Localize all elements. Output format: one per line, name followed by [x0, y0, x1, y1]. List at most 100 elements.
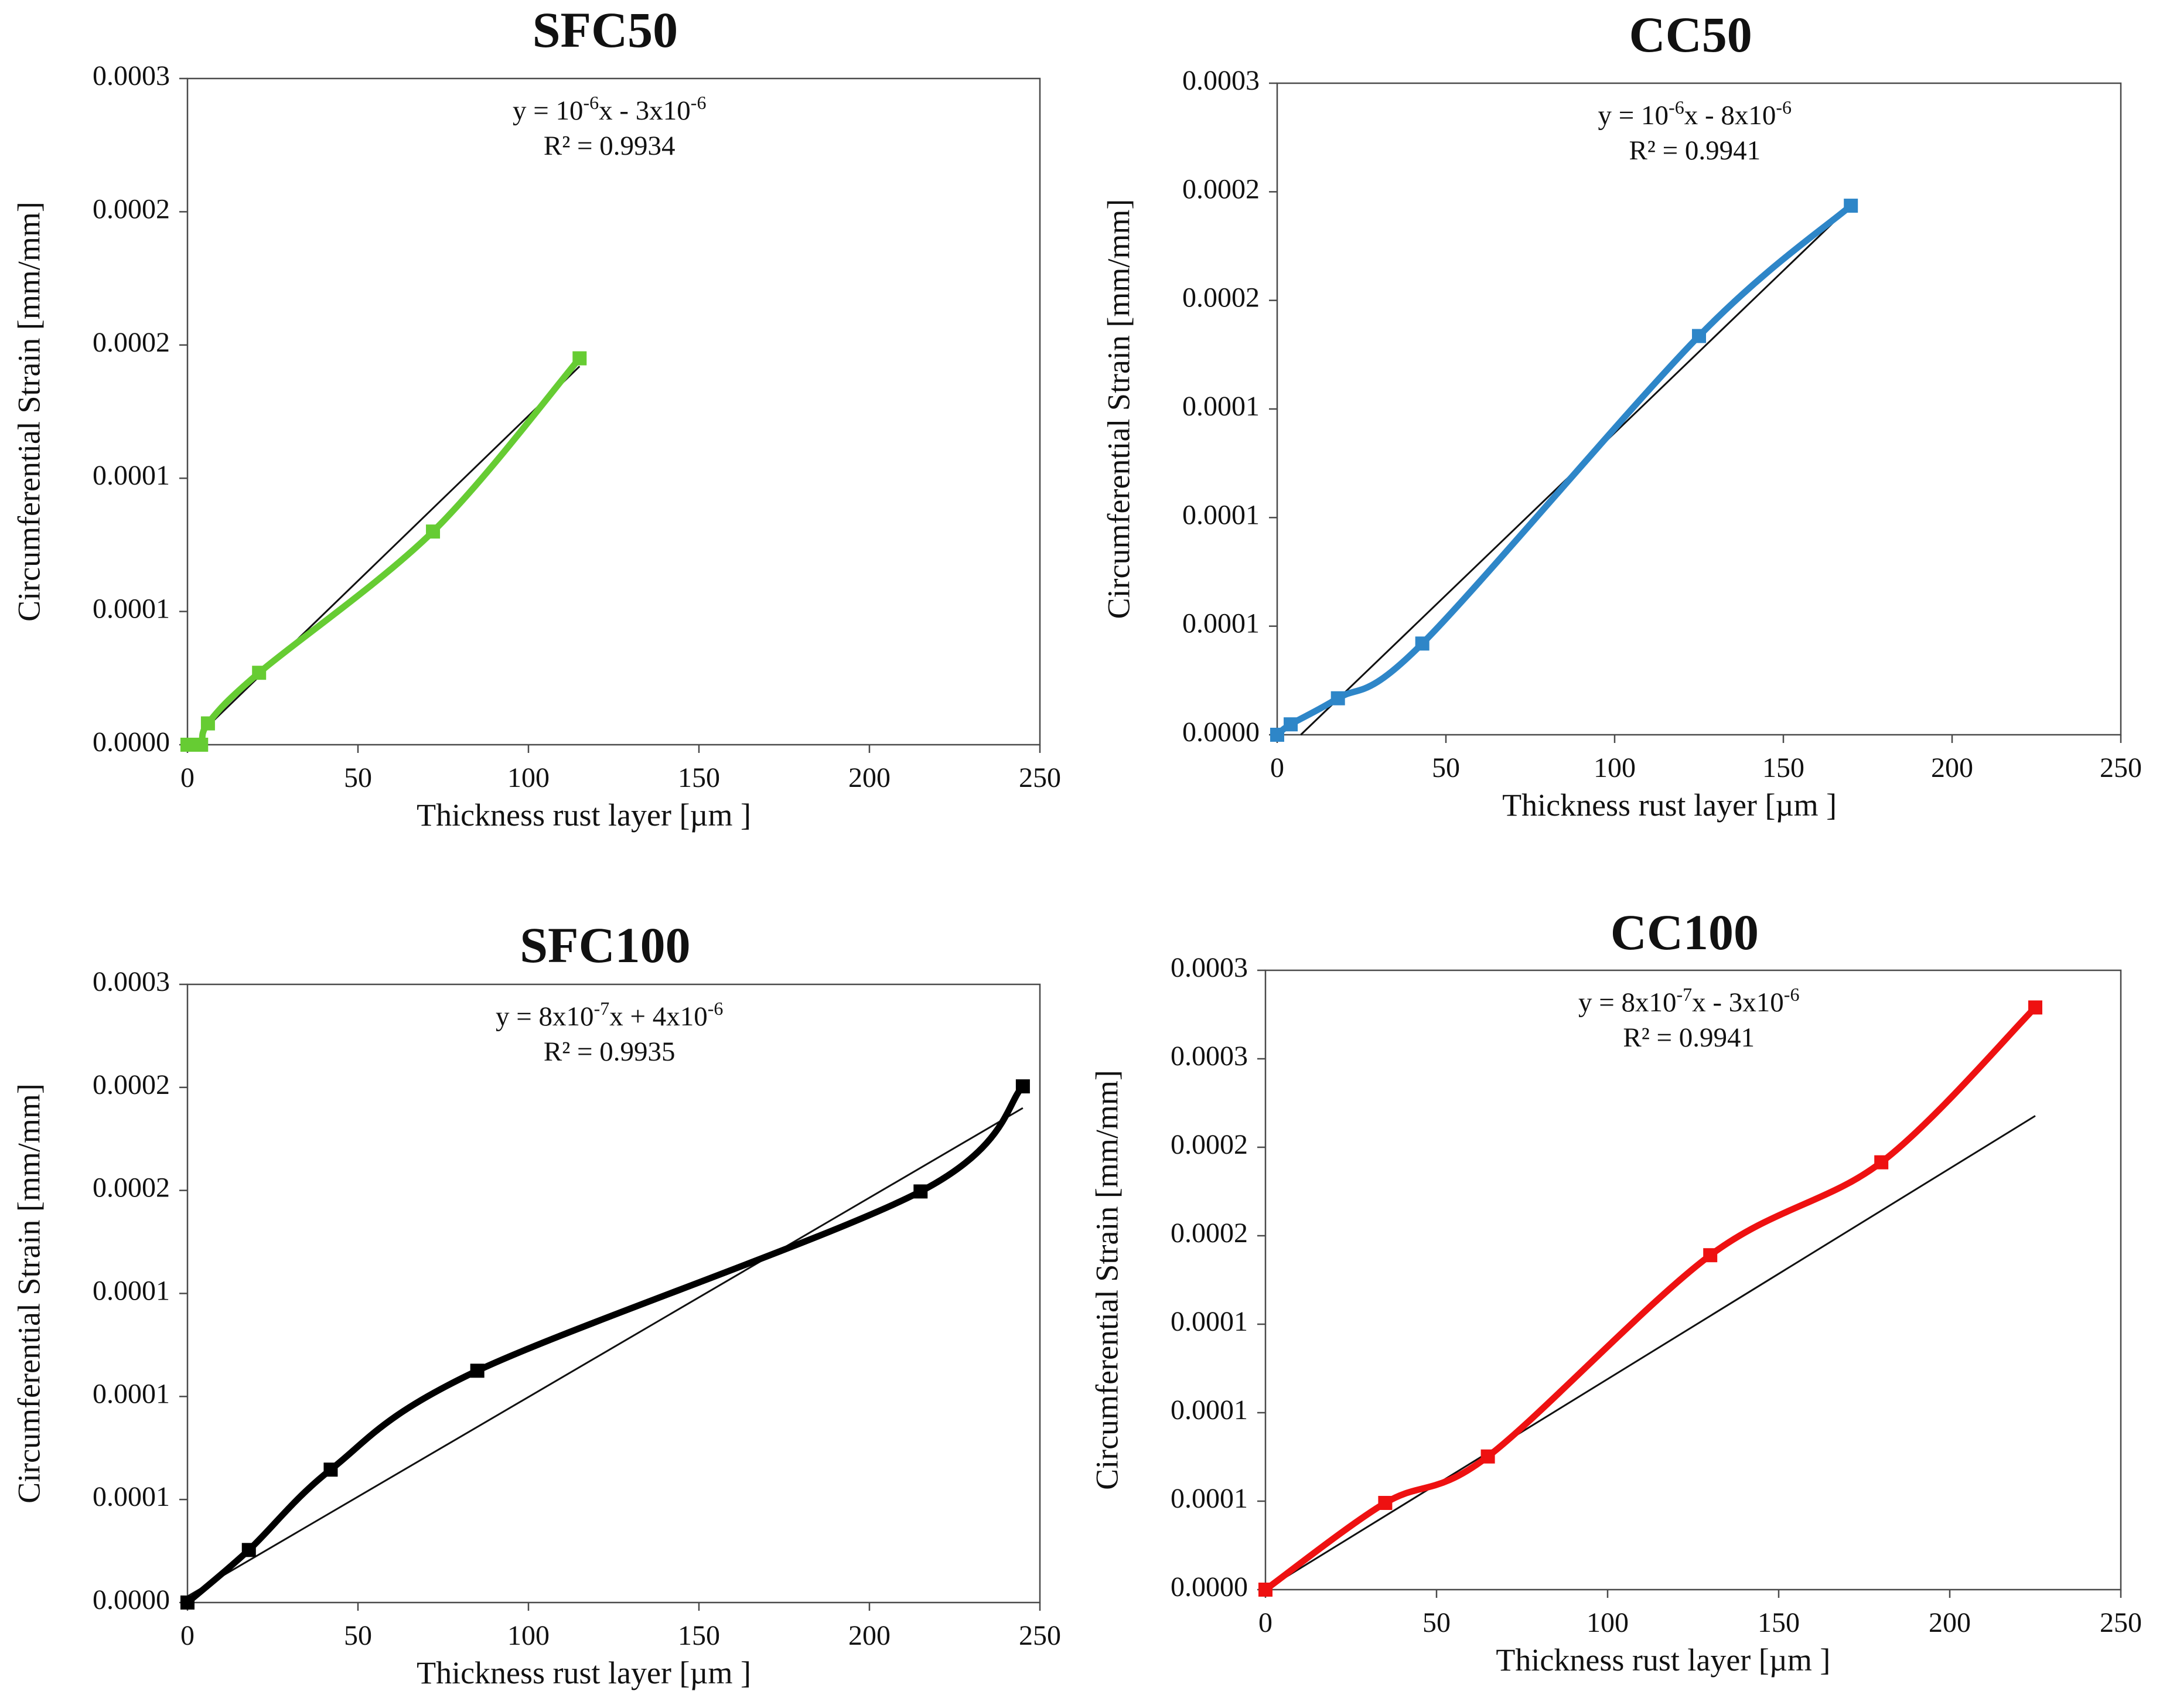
x-tick-label: 0 [1270, 752, 1284, 783]
series-line [184, 355, 583, 750]
x-axis-label: Thickness rust layer [µm ] [1496, 1642, 1830, 1678]
data-point [1415, 636, 1430, 651]
data-point [1330, 691, 1345, 705]
y-tick-label: 0.0003 [1171, 1041, 1248, 1072]
y-tick-label: 0.0002 [1171, 1129, 1248, 1160]
x-tick-label: 200 [848, 1620, 891, 1651]
data-point [1480, 1449, 1495, 1464]
y-tick-label: 0.0002 [93, 327, 170, 358]
x-tick-label: 150 [678, 1620, 720, 1651]
y-tick-label: 0.0001 [1182, 391, 1260, 422]
y-tick-label: 0.0002 [93, 1172, 170, 1204]
x-tick-label: 50 [1432, 752, 1460, 783]
data-point [1703, 1248, 1718, 1263]
series-line [1274, 202, 1854, 738]
data-point [1378, 1496, 1393, 1511]
y-tick-label: 0.0003 [93, 60, 170, 91]
trendline-equation: y = 10-6x - 8x10-6 [1598, 97, 1792, 131]
data-point [1258, 1583, 1272, 1597]
x-tick-label: 150 [1758, 1607, 1800, 1638]
y-tick-label: 0.0002 [1182, 282, 1260, 313]
y-tick-label: 0.0001 [93, 1276, 170, 1307]
x-tick-label: 150 [678, 762, 720, 793]
x-tick-label: 0 [180, 1620, 195, 1651]
data-point [426, 524, 441, 539]
data-point [1284, 717, 1298, 732]
y-axis-label: Circumferential Strain [mm/mm] [11, 202, 46, 622]
chart-cc100: CC100 0 50 100 150 200 250 0.0000 0.0001 0.0001 0.… [1089, 904, 2142, 1678]
x-tick-label: 50 [344, 762, 372, 793]
x-tick-label: 100 [507, 762, 550, 793]
y-tick-label: 0.0001 [1171, 1306, 1248, 1337]
series-line [184, 1083, 1026, 1606]
y-tick-label: 0.0002 [93, 1069, 170, 1100]
data-point [1844, 199, 1858, 213]
y-tick-label: 0.0000 [1182, 717, 1260, 748]
trendline [1265, 1115, 2036, 1591]
x-tick-label: 250 [1019, 1620, 1061, 1651]
trendline-r2: R² = 0.9935 [544, 1037, 675, 1067]
trendline-r2: R² = 0.9941 [1623, 1022, 1755, 1053]
x-tick-label: 200 [848, 762, 891, 793]
y-tick-label: 0.0002 [93, 193, 170, 224]
chart-title: SFC100 [520, 917, 690, 973]
data-point [913, 1184, 928, 1199]
trendline-equation: y = 8x10-7x - 3x10-6 [1578, 984, 1799, 1018]
data-point [572, 351, 587, 366]
y-tick-label: 0.0001 [1171, 1483, 1248, 1514]
x-tick-label: 50 [1422, 1607, 1451, 1638]
y-tick-label: 0.0001 [93, 1378, 170, 1409]
plot-area [186, 77, 1041, 746]
plot-area [1264, 969, 2122, 1591]
y-tick-label: 0.0003 [1171, 952, 1248, 983]
x-axis-label: Thickness rust layer [µm ] [417, 797, 751, 833]
x-tick-label: 100 [1587, 1607, 1629, 1638]
x-tick-label: 200 [1929, 1607, 1971, 1638]
data-point [180, 1596, 195, 1610]
trendline-equation: y = 8x10-7x + 4x10-6 [496, 998, 723, 1032]
data-point [252, 666, 267, 680]
trendline-equation: y = 10-6x - 3x10-6 [513, 92, 706, 126]
y-tick-label: 0.0003 [1182, 65, 1260, 96]
data-point [1270, 728, 1284, 742]
y-tick-label: 0.0001 [93, 594, 170, 625]
trendline [187, 1107, 1023, 1597]
x-tick-label: 200 [1931, 752, 1973, 783]
y-tick-label: 0.0001 [1182, 608, 1260, 639]
chart-title: CC100 [1611, 904, 1759, 960]
x-tick-label: 250 [2100, 752, 2142, 783]
chart-title: CC50 [1629, 6, 1752, 63]
y-tick-label: 0.0001 [93, 460, 170, 491]
data-point [180, 738, 195, 752]
x-tick-label: 100 [1594, 752, 1636, 783]
data-point [1692, 329, 1706, 343]
x-axis-label: Thickness rust layer [µm ] [1502, 787, 1837, 823]
data-point [200, 716, 215, 731]
plot-area [186, 983, 1041, 1604]
data-point [194, 738, 209, 752]
y-tick-label: 0.0002 [1182, 173, 1260, 204]
x-tick-label: 250 [1019, 762, 1061, 793]
x-tick-label: 0 [180, 762, 195, 793]
y-tick-label: 0.0003 [93, 966, 170, 997]
x-axis-label: Thickness rust layer [µm ] [417, 1655, 751, 1690]
data-point [470, 1363, 485, 1378]
y-tick-label: 0.0002 [1171, 1218, 1248, 1249]
data-point [1874, 1155, 1889, 1170]
data-point [241, 1543, 256, 1557]
x-tick-label: 50 [344, 1620, 372, 1651]
x-tick-label: 250 [2100, 1607, 2142, 1638]
chart-title: SFC50 [533, 2, 678, 58]
y-axis-label: Circumferential Strain [mm/mm] [1101, 199, 1136, 619]
chart-sfc100: SFC100 0 50 100 150 200 250 0.0000 0.0001 0.0001 0… [11, 917, 1061, 1690]
data-point [2028, 1000, 2042, 1015]
data-point [1015, 1079, 1030, 1094]
y-tick-label: 0.0001 [93, 1481, 170, 1512]
y-tick-label: 0.0000 [93, 1584, 170, 1615]
y-tick-label: 0.0000 [93, 727, 170, 758]
plot-area [1276, 82, 2122, 736]
x-tick-label: 150 [1762, 752, 1804, 783]
y-tick-label: 0.0001 [1182, 499, 1260, 530]
x-tick-label: 100 [507, 1620, 550, 1651]
